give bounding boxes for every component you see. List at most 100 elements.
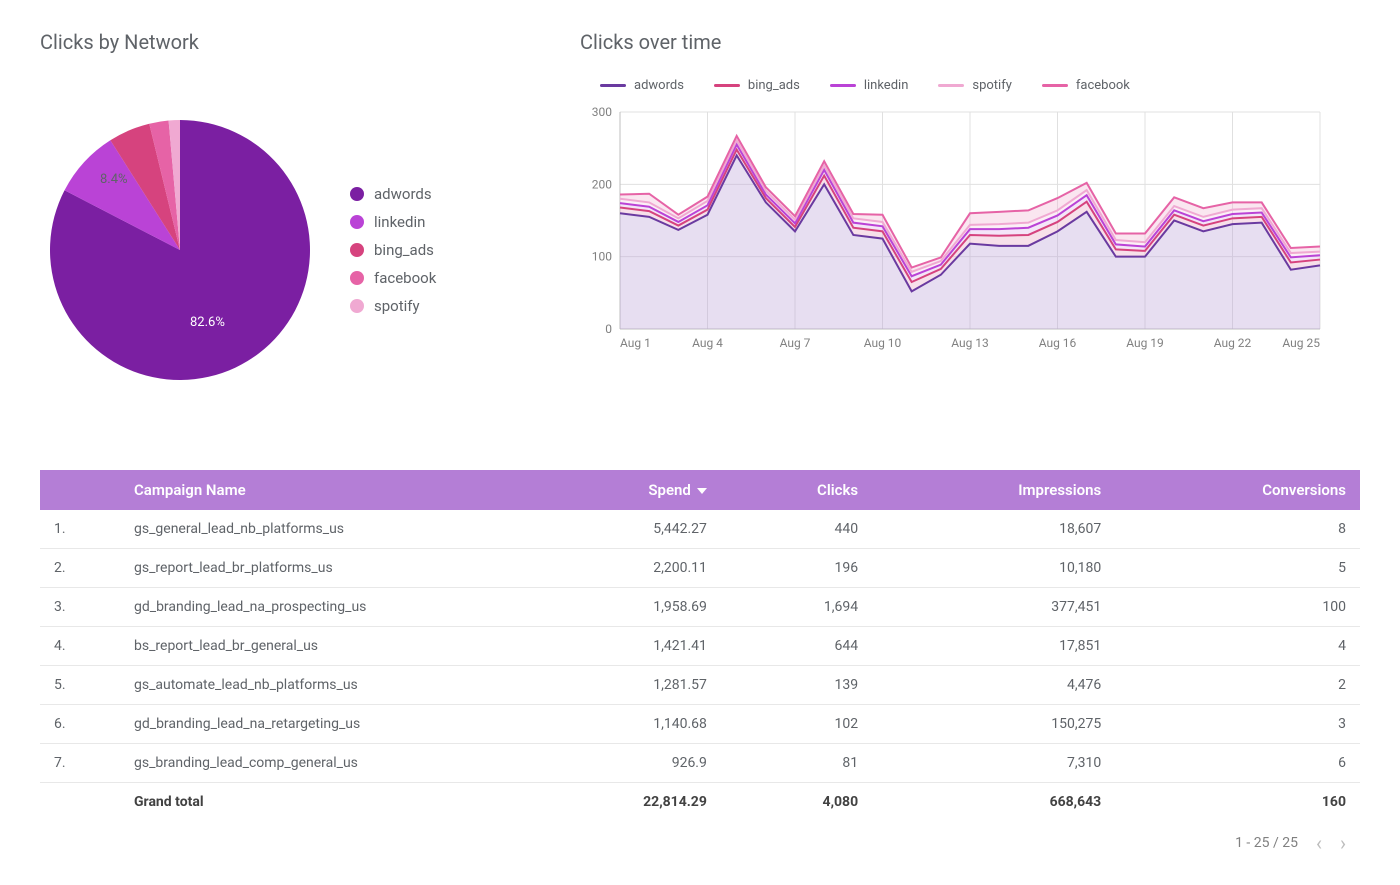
line-legend-item-linkedin[interactable]: linkedin [830,78,909,93]
campaign-table: Campaign Name Spend Clicks Impressions Conve… [40,470,1360,821]
table-cell [40,783,120,822]
pager-prev-icon[interactable]: ‹ [1316,831,1322,855]
pager-next-icon[interactable]: › [1340,831,1346,855]
table-cell: 4,080 [721,783,872,822]
table-row[interactable]: 2.gs_report_lead_br_platforms_us2,200.11… [40,549,1360,588]
table-cell: 81 [721,744,872,783]
legend-dot-icon [350,271,364,285]
pie-chart: 82.6%8.4% [40,110,320,390]
table-cell: 1,281.57 [520,666,721,705]
table-row[interactable]: 5.gs_automate_lead_nb_platforms_us1,281.… [40,666,1360,705]
y-tick-label: 100 [592,250,612,264]
table-row[interactable]: 3.gd_branding_lead_na_prospecting_us1,95… [40,588,1360,627]
x-tick-label: Aug 19 [1126,336,1164,350]
legend-label: spotify [972,78,1012,93]
table-cell: 6. [40,705,120,744]
col-header-label: Clicks [817,481,858,499]
table-cell: 644 [721,627,872,666]
x-tick-label: Aug 4 [692,336,723,350]
table-cell: 3. [40,588,120,627]
line-legend-item-adwords[interactable]: adwords [600,78,684,93]
pie-legend-item-bing_ads[interactable]: bing_ads [350,241,436,259]
table-cell: 139 [721,666,872,705]
legend-label: adwords [634,78,684,93]
table-cell: 2. [40,549,120,588]
legend-label: linkedin [864,78,909,93]
pie-legend-item-facebook[interactable]: facebook [350,269,436,287]
table-cell: 10,180 [872,549,1115,588]
line-legend-item-bing_ads[interactable]: bing_ads [714,78,800,93]
table-cell: 18,607 [872,510,1115,549]
table-cell: 926.9 [520,744,721,783]
table-total-row: Grand total22,814.294,080668,643160 [40,783,1360,822]
col-header-Clicks[interactable]: Clicks [721,470,872,510]
table-cell: gd_branding_lead_na_prospecting_us [120,588,520,627]
table-body: 1.gs_general_lead_nb_platforms_us5,442.2… [40,510,1360,821]
legend-label: bing_ads [374,241,434,259]
table-cell: 1,958.69 [520,588,721,627]
x-tick-label: Aug 25 [1282,336,1320,350]
line-legend-item-spotify[interactable]: spotify [938,78,1012,93]
table-cell: 17,851 [872,627,1115,666]
legend-label: bing_ads [748,78,800,93]
table-cell: 1. [40,510,120,549]
table-cell: gs_branding_lead_comp_general_us [120,744,520,783]
table-row[interactable]: 4.bs_report_lead_br_general_us1,421.4164… [40,627,1360,666]
table-cell: 7. [40,744,120,783]
table-cell: Grand total [120,783,520,822]
table-pager: 1 - 25 / 25 ‹ › [40,821,1360,855]
table-cell: 440 [721,510,872,549]
table-cell: 22,814.29 [520,783,721,822]
table-cell: gs_automate_lead_nb_platforms_us [120,666,520,705]
table-row[interactable]: 1.gs_general_lead_nb_platforms_us5,442.2… [40,510,1360,549]
table-cell: 196 [721,549,872,588]
table-cell: 2,200.11 [520,549,721,588]
table-cell: 1,421.41 [520,627,721,666]
table-cell: 6 [1115,744,1360,783]
legend-dot-icon [350,187,364,201]
legend-line-icon [830,84,856,87]
table-cell: bs_report_lead_br_general_us [120,627,520,666]
col-header-Campaign Name[interactable]: Campaign Name [120,470,520,510]
line-chart: 0100200300Aug 1Aug 4Aug 7Aug 10Aug 13Aug… [580,107,1360,361]
x-tick-label: Aug 1 [620,336,651,350]
table-cell: 3 [1115,705,1360,744]
pager-range: 1 - 25 / 25 [1235,835,1298,851]
legend-line-icon [938,84,964,87]
table-cell: 5 [1115,549,1360,588]
pie-slice-label: 82.6% [190,315,225,330]
table-cell: 8 [1115,510,1360,549]
col-header-Spend[interactable]: Spend [520,470,721,510]
table-cell: gs_general_lead_nb_platforms_us [120,510,520,549]
charts-row: Clicks by Network 82.6%8.4% adwordslinke… [40,30,1360,390]
table-row[interactable]: 7.gs_branding_lead_comp_general_us926.98… [40,744,1360,783]
pie-legend-item-spotify[interactable]: spotify [350,297,436,315]
table-cell: 4. [40,627,120,666]
x-tick-label: Aug 13 [951,336,989,350]
pie-legend-item-adwords[interactable]: adwords [350,185,436,203]
pie-legend: adwords linkedin bing_ads facebook spotify [350,185,436,315]
table-row[interactable]: 6.gd_branding_lead_na_retargeting_us1,14… [40,705,1360,744]
table-cell: 377,451 [872,588,1115,627]
line-legend-item-facebook[interactable]: facebook [1042,78,1130,93]
col-header-Conversions[interactable]: Conversions [1115,470,1360,510]
table-cell: 668,643 [872,783,1115,822]
col-header-label: Spend [648,481,691,499]
y-tick-label: 200 [592,177,612,191]
table-cell: 7,310 [872,744,1115,783]
table-header: Campaign Name Spend Clicks Impressions Conve… [40,470,1360,510]
legend-dot-icon [350,243,364,257]
sort-caret-icon [697,488,707,494]
col-header-index[interactable] [40,470,120,510]
table-cell: 102 [721,705,872,744]
table-cell: 1,140.68 [520,705,721,744]
legend-label: facebook [1076,78,1130,93]
legend-line-icon [600,84,626,87]
line-legend: adwords bing_ads linkedin spotify facebook [580,70,1360,107]
col-header-Impressions[interactable]: Impressions [872,470,1115,510]
col-header-label: Conversions [1262,481,1346,499]
clicks-by-network-panel: Clicks by Network 82.6%8.4% adwordslinke… [40,30,540,390]
y-tick-label: 0 [605,322,612,336]
legend-dot-icon [350,215,364,229]
pie-legend-item-linkedin[interactable]: linkedin [350,213,436,231]
